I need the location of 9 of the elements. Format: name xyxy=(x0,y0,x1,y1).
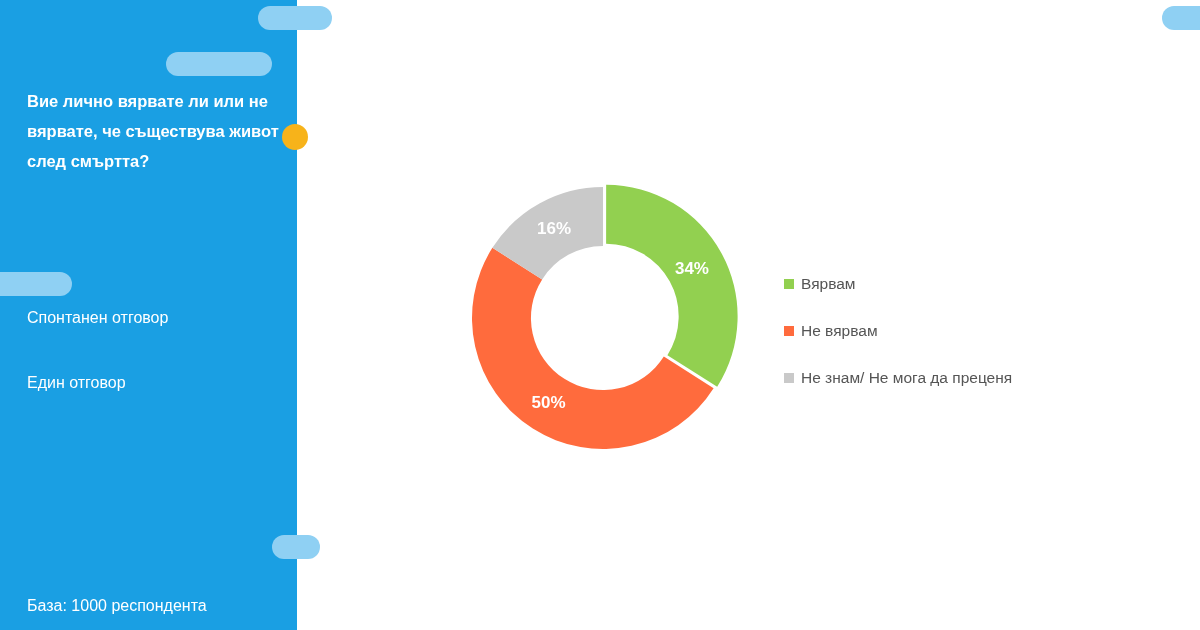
data-label: 34% xyxy=(674,258,709,278)
legend-label: Не вярвам xyxy=(801,321,878,340)
text: Един отговор xyxy=(27,374,126,392)
text: Вие лично вярвате ли или не вярвате, че съществува живот след смъртта? xyxy=(27,91,280,172)
text: База: 1000 респондента xyxy=(27,597,207,615)
legend-label: Не знам/ Не мога да преценя xyxy=(801,368,1013,387)
data-label: 50% xyxy=(531,393,566,413)
text: Спонтанен отговор xyxy=(27,309,169,327)
legend-label: Вярвам xyxy=(801,274,856,293)
